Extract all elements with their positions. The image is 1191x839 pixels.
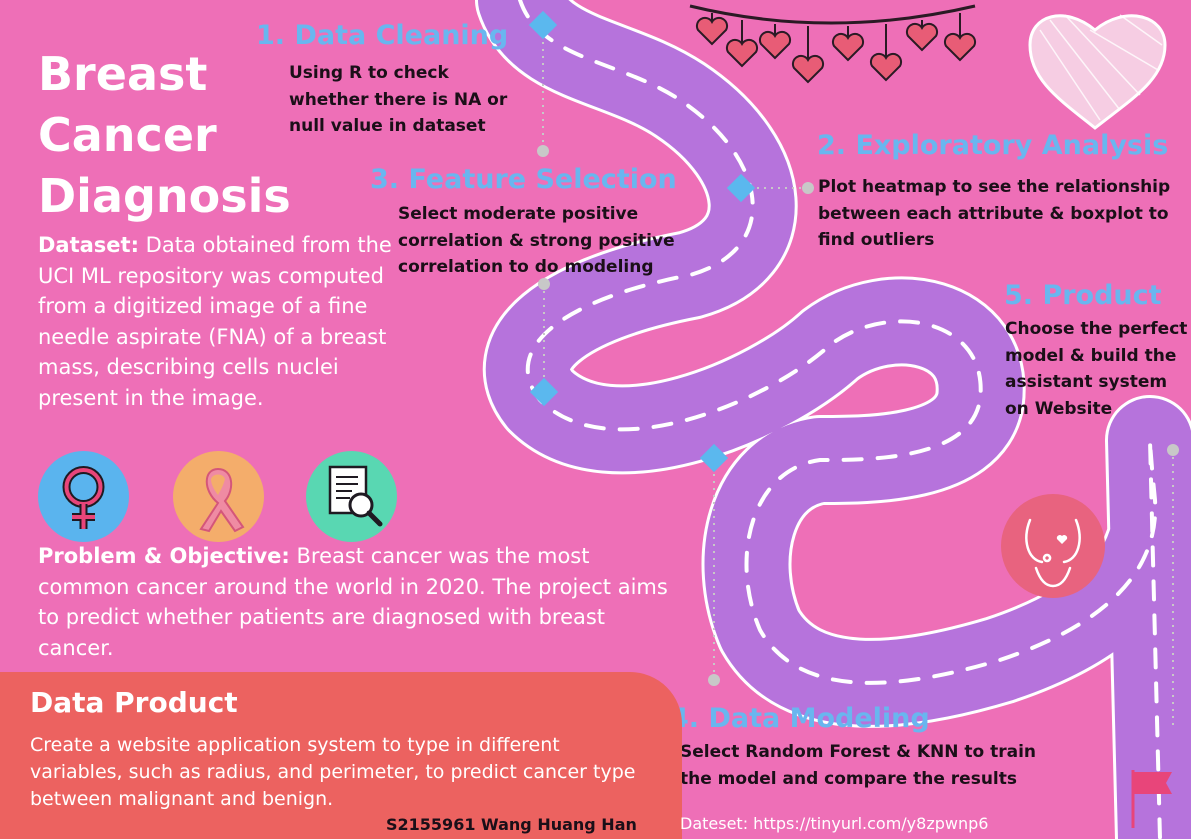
marker-step4 (699, 443, 729, 473)
connector-dot-step5 (1167, 444, 1179, 456)
step5-desc: Choose the perfect model & build the ass… (1005, 319, 1188, 419)
step5-title: 5. Product (1004, 280, 1162, 311)
step4-title: 4. Data Modeling (670, 703, 930, 734)
female-symbol-icon (38, 451, 129, 542)
step1-desc: Using R to check whether there is NA or … (289, 63, 508, 136)
title-line-2: Cancer (38, 108, 217, 162)
data-product-title: Data Product (30, 686, 238, 719)
connector-dot-step3 (538, 278, 550, 290)
problem-objective: Problem & Objective: Breast cancer was t… (38, 541, 678, 663)
step3-desc: Select moderate positive correlation & s… (398, 204, 675, 277)
data-product-desc: Create a website application system to t… (30, 734, 636, 810)
step2-desc: Plot heatmap to see the relationship bet… (818, 177, 1171, 250)
document-search-icon (306, 451, 397, 542)
connector-dot-step1 (537, 145, 549, 157)
marker-step2 (726, 173, 756, 203)
road-center-dashes (518, 0, 1162, 839)
dataset-label: Dataset: (38, 233, 139, 257)
awareness-ribbon-icon (173, 451, 264, 542)
step4-desc: Select Random Forest & KNN to train the … (680, 742, 1037, 789)
flag-icon (1131, 770, 1172, 828)
connector-dot-step4 (708, 674, 720, 686)
breast-body-icon (1001, 494, 1105, 598)
scribble-heart-icon (1028, 14, 1167, 130)
dataset-link[interactable]: Dateset: https://tinyurl.com/y8zpwnp6 (680, 814, 989, 833)
problem-text: Breast cancer was the most common cancer… (38, 544, 668, 660)
author-credit: S2155961 Wang Huang Han (386, 815, 637, 834)
marker-step1 (528, 10, 558, 40)
marker-step3 (529, 377, 559, 407)
title-line-1: Breast (38, 47, 208, 101)
dataset-text: Data obtained from the UCI ML repository… (38, 233, 392, 410)
problem-label: Problem & Objective: (38, 544, 290, 568)
dataset-description: Dataset: Data obtained from the UCI ML r… (38, 230, 398, 414)
page-title: Breast Cancer Diagnosis (38, 44, 291, 227)
heart-garland-icon (689, 4, 977, 84)
connector-dot-step2 (802, 182, 814, 194)
step3-title: 3. Feature Selection (370, 164, 677, 195)
step1-title: 1. Data Cleaning (256, 20, 509, 51)
data-product-box (0, 672, 682, 839)
step2-title: 2. Exploratory Analysis (817, 130, 1169, 161)
title-line-3: Diagnosis (38, 169, 291, 223)
